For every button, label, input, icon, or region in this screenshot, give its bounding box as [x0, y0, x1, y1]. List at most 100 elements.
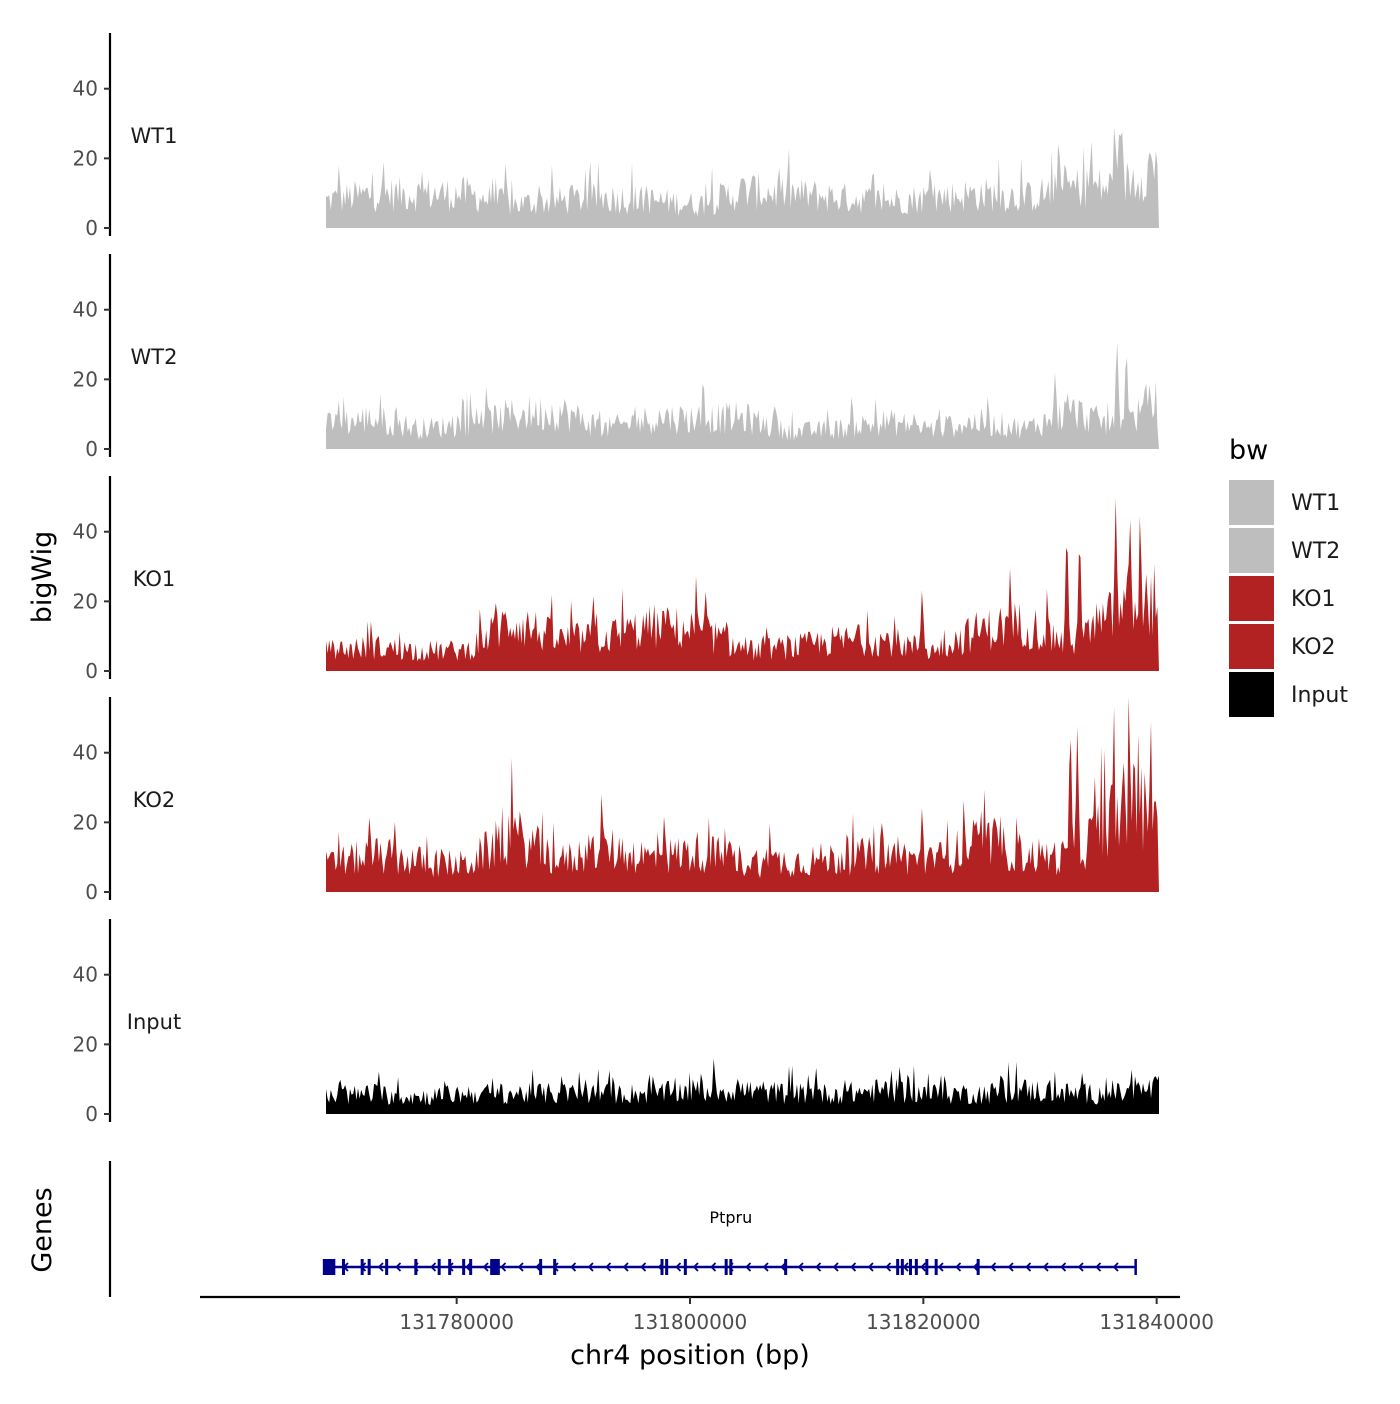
- strand-arrow: [867, 1262, 874, 1272]
- strand-arrow: [797, 1262, 804, 1272]
- y-tick-label: 20: [73, 367, 98, 391]
- legend-items: WT1 WT2 KO1 KO2 Input: [1229, 480, 1348, 717]
- strand-arrow: [430, 1262, 437, 1272]
- legend-item-input: Input: [1229, 672, 1348, 717]
- exon: [976, 1259, 980, 1275]
- strand-arrow: [815, 1262, 822, 1272]
- strand-arrow: [482, 1262, 489, 1272]
- y-tick-label: 0: [85, 659, 98, 683]
- legend-item-ko2: KO2: [1229, 624, 1336, 669]
- x-axis-title: chr4 position (bp): [570, 1340, 810, 1371]
- x-tick-label: 131820000: [866, 1310, 981, 1334]
- y-tick-label: 0: [85, 216, 98, 240]
- track-label-wt2: WT2: [131, 345, 178, 369]
- x-axis: 131780000 131800000 131820000 131840000: [200, 1295, 1214, 1334]
- y-tick-label: 40: [73, 741, 98, 765]
- y-tick-label: 40: [73, 77, 98, 101]
- legend-swatch: [1229, 528, 1274, 573]
- genes-panel: Ptpru: [108, 1161, 1137, 1297]
- strand-arrow: [1042, 1262, 1049, 1272]
- strand-arrow: [587, 1262, 594, 1272]
- exon: [784, 1259, 788, 1275]
- exon: [360, 1259, 364, 1275]
- area-ko1: [326, 497, 1159, 671]
- exon: [729, 1259, 733, 1275]
- strand-arrow: [500, 1262, 507, 1272]
- y-axis-title: bigWig: [27, 531, 58, 624]
- exon: [660, 1259, 664, 1275]
- x-tick-label: 131800000: [633, 1310, 748, 1334]
- track-label-input: Input: [127, 1010, 181, 1034]
- y-tick-label: 20: [73, 589, 98, 613]
- exon: [448, 1259, 452, 1275]
- legend-label: KO1: [1291, 587, 1336, 612]
- strand-arrow: [710, 1262, 717, 1272]
- strand-arrow: [955, 1262, 962, 1272]
- track-ko1: 0 20 40 KO1: [73, 476, 1159, 683]
- area-input: [326, 1058, 1159, 1114]
- exon: [385, 1259, 389, 1275]
- strand-arrow: [1112, 1262, 1119, 1272]
- y-tick-label: 40: [73, 298, 98, 322]
- exon: [492, 1259, 500, 1275]
- exon: [437, 1259, 441, 1275]
- exon: [414, 1259, 418, 1275]
- y-tick-label: 0: [85, 1102, 98, 1126]
- legend: bw WT1 WT2 KO1 KO2 Input: [1229, 435, 1348, 717]
- track-ko2: 0 20 40 KO2: [73, 697, 1159, 904]
- track-wt2: 0 20 40 WT2: [73, 254, 1159, 461]
- strand-arrow: [1007, 1262, 1014, 1272]
- exon: [896, 1259, 900, 1275]
- strand-arrow: [692, 1262, 699, 1272]
- legend-swatch: [1229, 480, 1274, 525]
- legend-item-wt2: WT2: [1229, 528, 1340, 573]
- exon: [909, 1259, 912, 1275]
- exon: [934, 1259, 938, 1275]
- exon: [553, 1259, 557, 1275]
- strand-arrow: [1095, 1262, 1102, 1272]
- x-tick-label: 131840000: [1099, 1310, 1214, 1334]
- y-tick-label: 0: [85, 880, 98, 904]
- y-tick-label: 20: [73, 146, 98, 170]
- y-tick-label: 20: [73, 1032, 98, 1056]
- exon: [469, 1259, 473, 1275]
- legend-item-ko1: KO1: [1229, 576, 1336, 621]
- strand-arrow: [517, 1262, 524, 1272]
- strand-arrow: [1025, 1262, 1032, 1272]
- legend-swatch: [1229, 672, 1274, 717]
- exon: [900, 1259, 904, 1275]
- track-input: 0 20 40 Input: [73, 919, 1159, 1126]
- area-ko2: [326, 697, 1159, 892]
- strand-arrow: [990, 1262, 997, 1272]
- exon: [665, 1259, 669, 1275]
- exon: [683, 1259, 687, 1275]
- strand-arrow: [920, 1262, 927, 1272]
- area-wt1: [326, 127, 1159, 228]
- strand-arrow: [937, 1262, 944, 1272]
- y-tick-label: 40: [73, 520, 98, 544]
- legend-label: Input: [1291, 683, 1348, 708]
- strand-arrow: [885, 1262, 892, 1272]
- track-label-ko1: KO1: [133, 567, 176, 591]
- strand-arrow: [377, 1262, 384, 1272]
- strand-arrow: [832, 1262, 839, 1272]
- tracks-layer: 0 20 40 WT1 0 20 40 WT2 0 20 40 KO1 0 20 40 KO2 0 20 40 Inp…: [73, 33, 1159, 1126]
- exon: [914, 1259, 918, 1275]
- exon: [490, 1259, 494, 1275]
- track-label-wt1: WT1: [131, 124, 178, 148]
- strand-arrow: [622, 1262, 629, 1272]
- exon: [539, 1259, 543, 1275]
- strand-arrow: [762, 1262, 769, 1272]
- gene-name-label: Ptpru: [709, 1208, 752, 1227]
- exon: [462, 1259, 466, 1275]
- legend-item-wt1: WT1: [1229, 480, 1340, 525]
- exon: [342, 1259, 345, 1275]
- genes-axis-title: Genes: [27, 1187, 58, 1272]
- strand-arrow: [570, 1262, 577, 1272]
- legend-label: KO2: [1291, 635, 1336, 660]
- exon: [724, 1259, 728, 1275]
- strand-arrow: [850, 1262, 857, 1272]
- y-tick-label: 20: [73, 810, 98, 834]
